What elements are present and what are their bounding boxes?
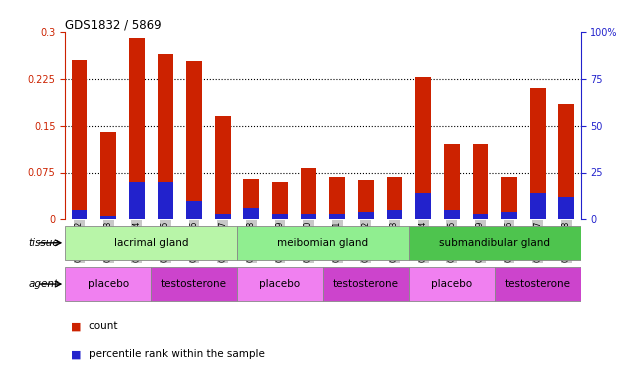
Text: ■: ■	[71, 350, 82, 359]
Bar	[129, 38, 145, 219]
Text: lacrimal gland: lacrimal gland	[114, 238, 188, 248]
Text: GSM91249: GSM91249	[276, 221, 284, 262]
Bar	[243, 179, 259, 219]
Bar	[473, 144, 488, 219]
Bar	[558, 104, 574, 219]
Bar	[558, 197, 574, 219]
Text: GDS1832 / 5869: GDS1832 / 5869	[65, 19, 162, 32]
Text: GSM91250: GSM91250	[304, 221, 313, 262]
Bar	[215, 116, 230, 219]
Bar	[237, 226, 409, 260]
Text: GSM91254: GSM91254	[419, 221, 428, 262]
Bar	[129, 182, 145, 219]
Bar	[387, 177, 402, 219]
Text: GSM91258: GSM91258	[562, 221, 571, 262]
Bar	[215, 214, 230, 219]
Bar	[409, 226, 581, 260]
Bar	[329, 177, 345, 219]
Bar	[323, 267, 409, 301]
Text: placebo: placebo	[260, 279, 301, 289]
Bar	[501, 212, 517, 219]
Bar	[444, 210, 460, 219]
Bar	[530, 88, 546, 219]
Text: GSM91251: GSM91251	[333, 221, 342, 262]
Bar	[301, 168, 317, 219]
Bar	[151, 267, 237, 301]
Text: GSM91247: GSM91247	[218, 221, 227, 262]
Text: submandibular gland: submandibular gland	[439, 238, 550, 248]
Text: testosterone: testosterone	[333, 279, 399, 289]
Bar	[158, 54, 173, 219]
Bar	[272, 214, 288, 219]
Bar	[186, 61, 202, 219]
Text: GSM91256: GSM91256	[504, 221, 514, 262]
Bar	[65, 267, 151, 301]
Text: placebo: placebo	[431, 279, 473, 289]
Text: tissue: tissue	[28, 238, 59, 248]
Bar	[65, 226, 237, 260]
Text: GSM91244: GSM91244	[132, 221, 142, 262]
Bar	[71, 210, 88, 219]
Bar	[415, 193, 431, 219]
Text: GSM91255: GSM91255	[447, 221, 456, 262]
Bar	[530, 193, 546, 219]
Text: GSM91253: GSM91253	[390, 221, 399, 262]
Text: GSM91246: GSM91246	[189, 221, 199, 262]
Text: count: count	[89, 321, 119, 331]
Bar	[473, 214, 488, 219]
Text: GSM91257: GSM91257	[533, 221, 542, 262]
Bar	[243, 208, 259, 219]
Text: ■: ■	[71, 321, 82, 331]
Text: percentile rank within the sample: percentile rank within the sample	[89, 350, 265, 359]
Bar	[415, 77, 431, 219]
Text: testosterone: testosterone	[161, 279, 227, 289]
Text: meibomian gland: meibomian gland	[278, 238, 368, 248]
Bar	[358, 212, 374, 219]
Bar	[100, 132, 116, 219]
Bar	[158, 182, 173, 219]
Text: agent: agent	[29, 279, 59, 289]
Bar	[272, 182, 288, 219]
Bar	[71, 60, 88, 219]
Bar	[186, 201, 202, 219]
Text: GSM91243: GSM91243	[104, 221, 112, 262]
Bar	[409, 267, 495, 301]
Bar	[100, 216, 116, 219]
Text: GSM91252: GSM91252	[361, 221, 370, 262]
Bar	[329, 214, 345, 219]
Text: GSM91242: GSM91242	[75, 221, 84, 262]
Text: placebo: placebo	[88, 279, 129, 289]
Text: GSM91259: GSM91259	[476, 221, 485, 262]
Bar	[387, 210, 402, 219]
Text: GSM91248: GSM91248	[247, 221, 256, 262]
Bar	[495, 267, 581, 301]
Bar	[237, 267, 323, 301]
Bar	[301, 214, 317, 219]
Bar	[358, 180, 374, 219]
Bar	[444, 144, 460, 219]
Text: GSM91245: GSM91245	[161, 221, 170, 262]
Bar	[501, 177, 517, 219]
Text: testosterone: testosterone	[505, 279, 571, 289]
